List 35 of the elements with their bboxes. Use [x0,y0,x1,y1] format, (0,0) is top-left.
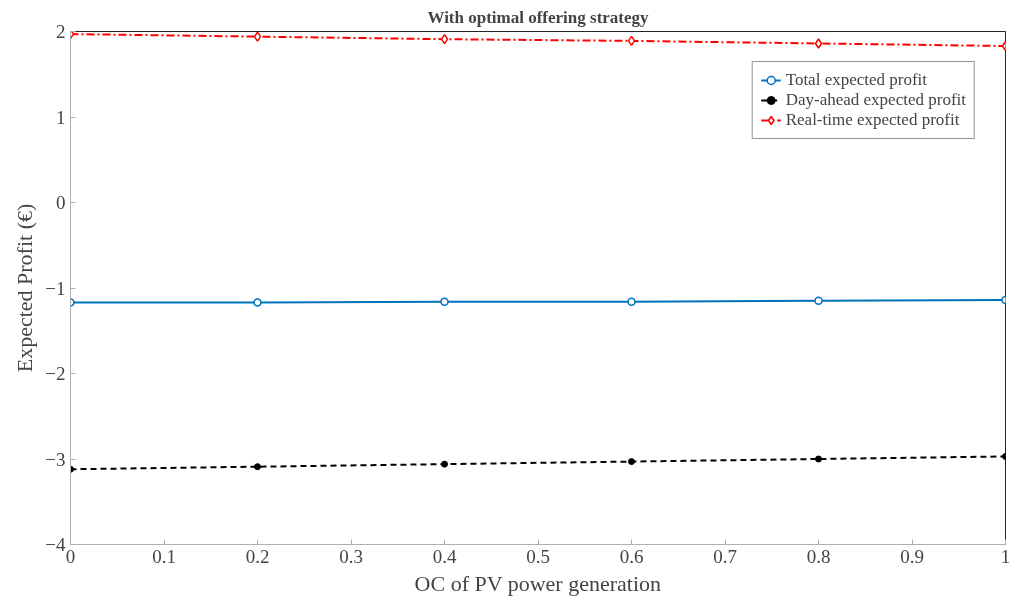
chart-title: With optimal offering strategy [427,7,650,27]
y-tick-label: −1 [45,277,66,299]
x-tick-label: 0.8 [806,545,831,567]
point [441,460,448,468]
x-tick-label: 0.1 [152,545,176,567]
x-tick-label: 0.3 [339,545,363,567]
x-tick-label: 0.7 [713,545,737,567]
x-tick-label: 0.5 [526,545,550,567]
point [815,455,822,463]
y-tick-label: 1 [56,106,66,128]
point [440,297,449,306]
x-tick-label: 1 [1000,545,1011,567]
point [254,463,261,471]
legend-label: Day-ahead expected profit [785,90,966,110]
point [814,38,823,49]
y-axis-title: Expected Profit (€) [12,203,38,373]
point [627,297,636,306]
x-axis-title: OC of PV power generation [414,570,662,596]
y-tick-label: 2 [56,21,66,42]
point [627,35,636,47]
x-tick-label: 0.4 [432,545,457,567]
x-tick-label: 0.9 [900,545,924,567]
point [440,33,449,45]
point [814,296,823,306]
legend-label: Real-time expected profit [785,110,960,130]
legend-label: Total expected profit [785,70,928,90]
point [628,458,635,466]
y-tick-label: 0 [56,192,66,213]
point [253,31,262,42]
y-tick-label: −4 [45,534,66,555]
y-tick-label: −2 [45,363,66,384]
x-tick-label: 0.6 [619,545,644,567]
point [253,298,262,307]
x-tick-label: 0.2 [245,545,270,567]
y-tick-label: −3 [45,448,66,470]
